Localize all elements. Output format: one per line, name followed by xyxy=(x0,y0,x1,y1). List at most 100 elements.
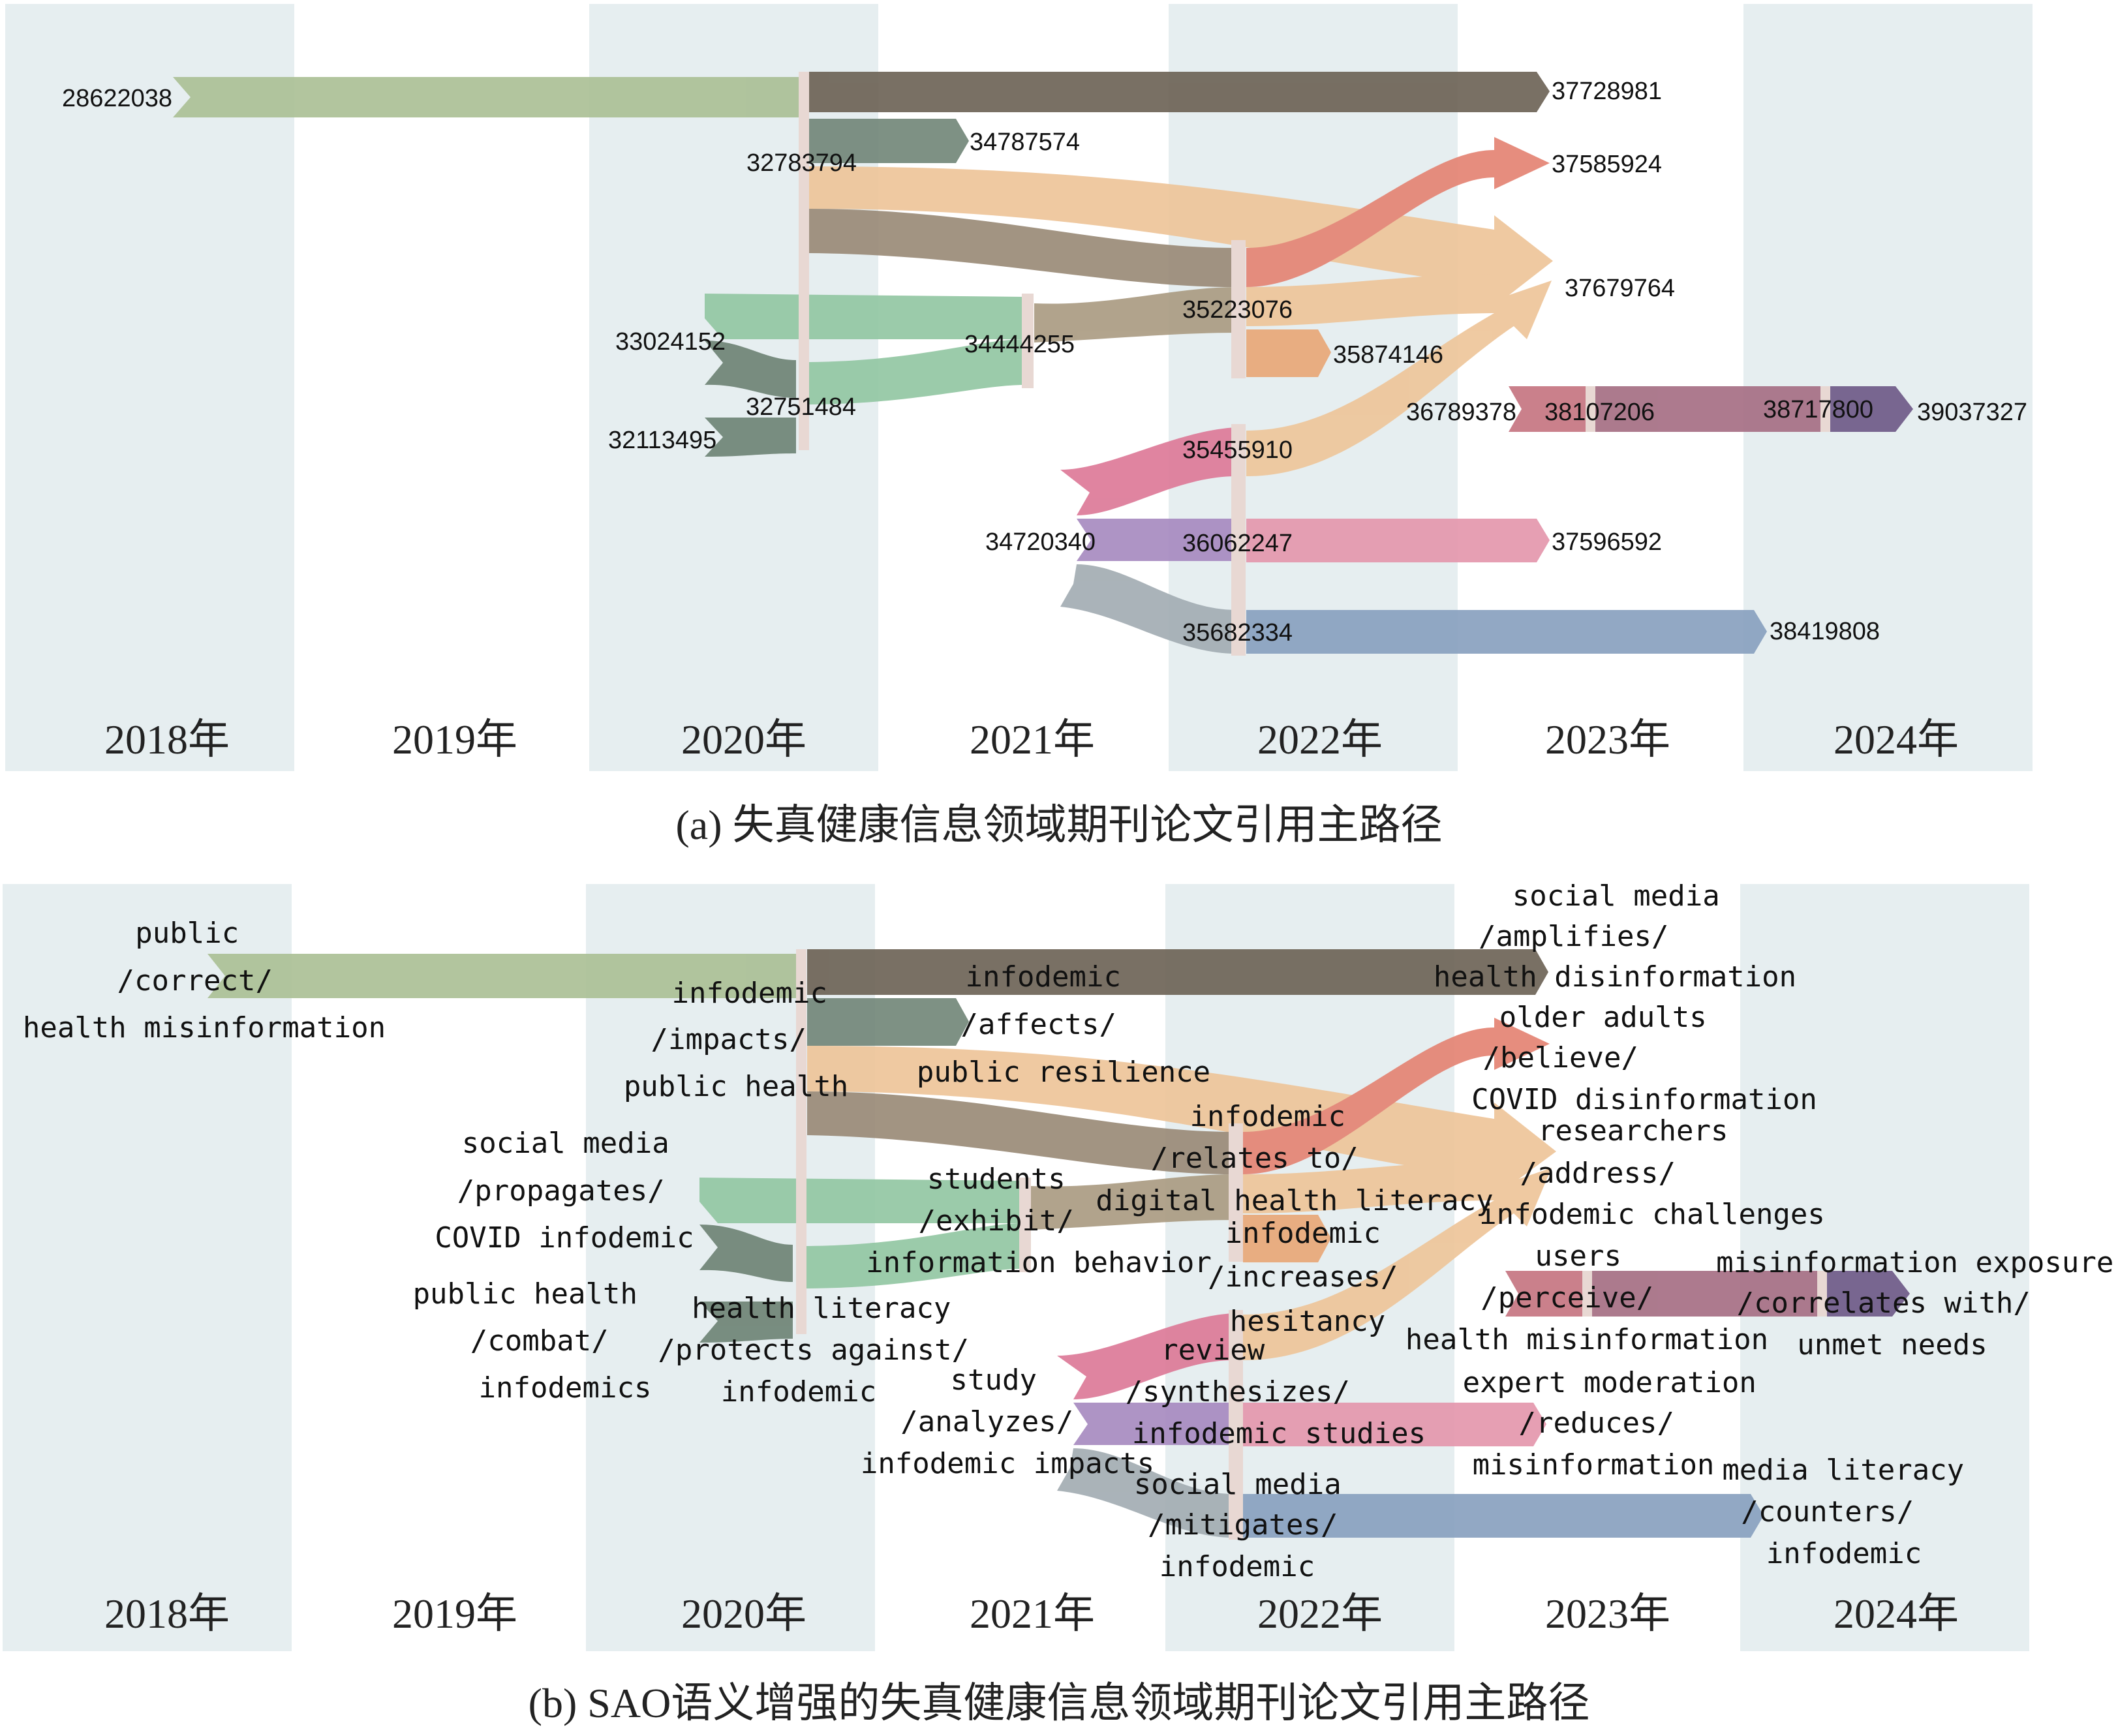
flow-b-combat-health xyxy=(699,1302,793,1343)
year-label-b-0: 2018年 xyxy=(104,1591,230,1637)
year-label-a-1: 2019年 xyxy=(392,716,517,763)
flow-b-relates-older xyxy=(1243,1018,1550,1174)
sao-infodemic-affects: infodemic /affects/ public resilience xyxy=(917,960,1210,1089)
sao-users-perceive: users /perceive/ health misinformation xyxy=(1405,1240,1768,1356)
flow-34720340-35455910 xyxy=(1060,427,1236,515)
flow-b-study-review xyxy=(1057,1313,1233,1399)
node-37585924: 37585924 xyxy=(1552,151,1662,178)
flow-28622038-32783794 xyxy=(173,77,799,117)
sao-expert-moderation: expert moderation /reduces/ misinformati… xyxy=(1463,1366,1774,1482)
flow-33024152-34444255 xyxy=(705,294,1024,339)
node-34787574: 34787574 xyxy=(970,129,1080,156)
flow-b-study-synth xyxy=(1073,1403,1233,1445)
flow-b-social-health xyxy=(699,1225,793,1282)
year-label-b-3: 2021年 xyxy=(970,1591,1095,1637)
flow-32783794-37728981 xyxy=(809,72,1550,112)
node-32751484: 32751484 xyxy=(746,393,856,421)
flow-b-health-students xyxy=(801,1223,1021,1288)
flow-b-infodemic-affects xyxy=(807,998,969,1046)
flow-b-synth-expert xyxy=(1243,1403,1546,1446)
node-35874146: 35874146 xyxy=(1333,341,1443,369)
citation-flows xyxy=(173,72,1913,654)
sao-infodemic-increases: infodemic /increases/ hesitancy xyxy=(1208,1217,1415,1338)
sao-review-synthesizes: review /synthesizes/ infodemic studies xyxy=(1126,1333,1426,1450)
sao-infodemic-impacts: infodemic /impacts/ public health xyxy=(624,977,848,1103)
sao-public-correct: public /correct/ health misinformation xyxy=(23,917,386,1044)
node-38419808: 38419808 xyxy=(1770,618,1880,645)
flow-b-socialmedia-media xyxy=(1243,1494,1764,1538)
flow-b-to-relates xyxy=(807,1091,1233,1174)
year-label-b-1: 2019年 xyxy=(392,1591,517,1637)
node-39037327: 39037327 xyxy=(1917,399,2027,426)
flow-b-relates-researchers xyxy=(1243,1161,1501,1213)
citation-flows-b xyxy=(207,949,1910,1538)
flow-b-infodemic-socialmedia xyxy=(807,949,1548,995)
year-label-b-6: 2024年 xyxy=(1834,1591,1959,1637)
node-37679764: 37679764 xyxy=(1565,275,1675,302)
node-32783794: 32783794 xyxy=(746,149,857,177)
year-label-b-5: 2023年 xyxy=(1545,1591,1670,1637)
panel-a: 2018年 2019年 2020年 2021年 2022年 2023年 2024… xyxy=(5,4,2033,848)
flow-b-users-b xyxy=(1592,1271,1817,1317)
node-35455910: 35455910 xyxy=(1182,436,1293,464)
flow-b-users-a xyxy=(1505,1271,1582,1317)
flow-35455910-37679764 xyxy=(1246,281,1552,476)
flow-b-users-c xyxy=(1827,1271,1910,1317)
node-35682334: 35682334 xyxy=(1182,619,1293,647)
panel-b: 2018年 2019年 2020年 2021年 2022年 2023年 2024… xyxy=(3,879,2118,1726)
sao-social-media-mitigates: social media /mitigates/ infodemic xyxy=(1134,1468,1358,1583)
sao-students-exhibit: students /exhibit/ information behavior xyxy=(866,1163,1212,1279)
sao-public-health-combat: public health /combat/ infodemics xyxy=(413,1277,655,1405)
flow-38107206-38717800 xyxy=(1595,386,1820,432)
flow-b-to-researchers xyxy=(807,1046,1556,1197)
flow-b-social-students xyxy=(699,1178,1021,1223)
year-label-a-6: 2024年 xyxy=(1834,716,1959,763)
flow-36789378-38107206 xyxy=(1509,386,1586,432)
year-label-a-4: 2022年 xyxy=(1257,716,1383,763)
flow-34720340-35682334 xyxy=(1060,564,1236,654)
flow-b-review-researchers xyxy=(1243,1168,1552,1360)
flow-35223076-37585924 xyxy=(1246,137,1550,287)
node-35223076: 35223076 xyxy=(1182,296,1293,324)
node-32113495: 32113495 xyxy=(608,427,716,454)
flow-33024152-32751484 xyxy=(705,341,796,398)
node-36789378: 36789378 xyxy=(1406,399,1516,426)
sao-media-literacy: media literacy /counters/ infodemic xyxy=(1722,1454,1981,1570)
flow-32751484-34444255 xyxy=(804,339,1024,404)
year-label-a-5: 2023年 xyxy=(1545,716,1670,763)
flow-32113495-32751484 xyxy=(705,418,796,457)
sao-study-analyzes: study /analyzes/ infodemic impacts xyxy=(861,1363,1154,1480)
flow-35223076-37679764 xyxy=(1246,274,1501,326)
flow-35223076-35874146 xyxy=(1246,329,1331,377)
flow-34444255-35223076 xyxy=(1034,287,1236,343)
year-label-b-4: 2022年 xyxy=(1257,1591,1383,1637)
node-bars xyxy=(799,72,1830,656)
node-37596592: 37596592 xyxy=(1552,528,1662,556)
flow-35682334-38419808 xyxy=(1246,610,1767,654)
node-38717800: 38717800 xyxy=(1763,396,1873,423)
sao-health-literacy: health literacy /protects against/ infod… xyxy=(658,1292,986,1409)
node-37728981: 37728981 xyxy=(1552,78,1662,105)
flow-b-public-infodemic xyxy=(207,954,797,998)
year-label-b-2: 2020年 xyxy=(681,1591,806,1637)
sao-older-adults: older adults /believe/ COVID disinformat… xyxy=(1471,1001,1817,1116)
node-33024152: 33024152 xyxy=(615,328,726,356)
node-bars-b xyxy=(796,949,1827,1540)
flow-36062247-37596592 xyxy=(1246,519,1550,562)
sao-labels: public /correct/ health misinformation i… xyxy=(23,879,2118,1583)
flow-32783794-35223076 xyxy=(809,209,1233,287)
sao-researchers: researchers /address/ infodemic challeng… xyxy=(1479,1114,1825,1231)
sao-misinformation-exposure: misinformation exposure /correlates with… xyxy=(1716,1246,2118,1362)
year-label-a-0: 2018年 xyxy=(104,716,230,763)
node-36062247: 36062247 xyxy=(1182,530,1293,557)
caption-a: (a) 失真健康信息领域期刊论文引用主路径 xyxy=(675,802,1442,848)
flow-34720340-36062247 xyxy=(1077,519,1236,561)
node-28622038: 28622038 xyxy=(62,85,172,112)
node-34720340: 34720340 xyxy=(985,528,1096,556)
year-labels-a: 2018年 2019年 2020年 2021年 2022年 2023年 2024… xyxy=(104,716,1959,763)
year-label-a-3: 2021年 xyxy=(970,716,1095,763)
node-38107206: 38107206 xyxy=(1544,399,1655,426)
sao-social-media-amplifies: social media /amplifies/ health disinfor… xyxy=(1434,879,1796,994)
flow-b-relates-increases xyxy=(1243,1215,1331,1262)
